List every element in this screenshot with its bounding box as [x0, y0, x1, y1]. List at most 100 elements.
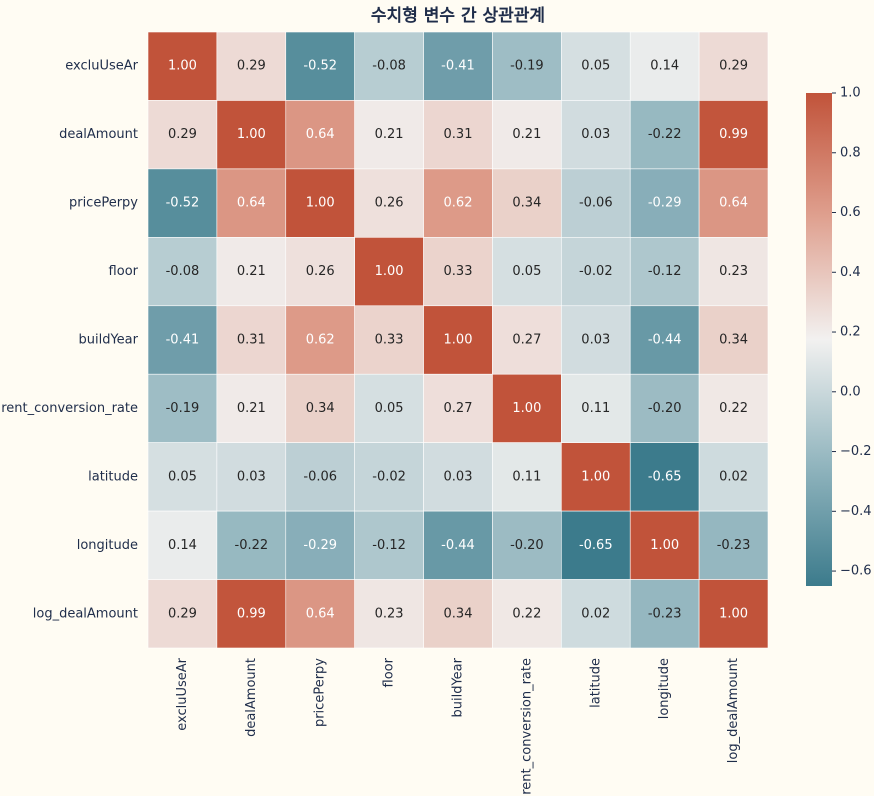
- x-tick-label: dealAmount: [244, 658, 259, 737]
- cell-label: 0.26: [375, 196, 404, 211]
- heatmap-cell: [423, 305, 493, 375]
- heatmap-cell: [147, 31, 218, 101]
- cell-label: 0.64: [306, 127, 335, 142]
- chart-title: 수치형 변수 간 상관관계: [371, 5, 545, 26]
- cell-label: 1.00: [581, 469, 610, 484]
- cell-label: 0.21: [512, 127, 541, 142]
- y-tick-label: dealAmount: [59, 127, 138, 142]
- heatmap-cell: [285, 100, 355, 170]
- heatmap-cell: [698, 442, 769, 512]
- cell-label: 0.34: [512, 196, 541, 211]
- cell-label: -0.41: [441, 59, 475, 74]
- x-tick-label: floor: [382, 657, 397, 687]
- cell-label: -0.20: [510, 538, 544, 553]
- cell-label: 0.62: [444, 196, 473, 211]
- heatmap-cell: [216, 373, 287, 443]
- y-tick-label: excluUseAr: [65, 59, 138, 74]
- cell-label: 0.21: [237, 264, 266, 279]
- heatmap-cell: [698, 31, 769, 101]
- y-tick-label: floor: [109, 264, 139, 279]
- cell-label: 0.14: [168, 538, 197, 553]
- cell-label: 0.03: [444, 469, 473, 484]
- y-tick-label: longitude: [77, 538, 138, 553]
- cell-label: 0.31: [444, 127, 473, 142]
- cell-label: 0.05: [168, 469, 197, 484]
- heatmap-cell: [354, 442, 424, 512]
- heatmap-cell: [561, 237, 631, 307]
- heatmap-cell: [423, 510, 493, 580]
- cell-label: 1.00: [375, 264, 404, 279]
- heatmap-cell: [492, 237, 562, 307]
- cell-label: 0.29: [719, 59, 748, 74]
- heatmap-cell: [354, 31, 424, 101]
- cell-label: 0.29: [237, 59, 266, 74]
- cell-label: 0.26: [306, 264, 335, 279]
- heatmap-cell: [561, 31, 631, 101]
- heatmap-cell: [285, 305, 355, 375]
- cell-label: 0.64: [719, 196, 748, 211]
- cell-label: 0.02: [581, 606, 610, 621]
- cell-label: 0.99: [237, 606, 266, 621]
- heatmap-cell: [216, 31, 287, 101]
- heatmap-cell: [354, 237, 424, 307]
- heatmap-cell: [285, 237, 355, 307]
- cell-label: 0.64: [237, 196, 266, 211]
- colorbar-tick-label: 1.0: [840, 86, 861, 101]
- cell-label: 0.14: [650, 59, 679, 74]
- heatmap-cell: [216, 305, 287, 375]
- heatmap-cell: [492, 579, 562, 649]
- cell-label: -0.23: [648, 606, 682, 621]
- x-tick-label: latitude: [588, 658, 603, 708]
- cell-label: 0.31: [237, 333, 266, 348]
- heatmap-cell: [629, 168, 700, 238]
- cell-label: -0.23: [717, 538, 751, 553]
- colorbar-tick-label: −0.2: [840, 444, 872, 459]
- cell-label: -0.19: [166, 401, 200, 416]
- cell-label: 0.34: [444, 606, 473, 621]
- heatmap-cell: [423, 442, 493, 512]
- cell-label: -0.08: [166, 264, 200, 279]
- heatmap-cell: [629, 305, 700, 375]
- cell-label: 0.05: [512, 264, 541, 279]
- colorbar-tick-label: −0.4: [840, 504, 872, 519]
- heatmap-cell: [354, 168, 424, 238]
- cell-label: -0.65: [648, 469, 682, 484]
- heatmap-cell: [354, 373, 424, 443]
- heatmap-cell: [216, 442, 287, 512]
- x-tick-label: longitude: [657, 658, 672, 719]
- cell-label: 1.00: [512, 401, 541, 416]
- colorbar: [806, 93, 832, 586]
- cell-label: 0.11: [581, 401, 610, 416]
- heatmap-cell: [698, 168, 769, 238]
- cell-label: -0.22: [235, 538, 269, 553]
- cell-label: 0.21: [237, 401, 266, 416]
- cell-label: 0.03: [581, 127, 610, 142]
- cell-label: 0.33: [375, 333, 404, 348]
- heatmap-cell: [561, 510, 631, 580]
- heatmap-cell: [629, 237, 700, 307]
- cell-label: -0.52: [166, 196, 200, 211]
- cell-label: 0.21: [375, 127, 404, 142]
- heatmap-cell: [147, 579, 218, 649]
- cell-label: -0.06: [303, 469, 337, 484]
- heatmap-cell: [492, 168, 562, 238]
- cell-label: 0.29: [168, 127, 197, 142]
- cell-label: 0.62: [306, 333, 335, 348]
- cell-label: -0.12: [372, 538, 406, 553]
- x-tick-label: log_dealAmount: [726, 658, 741, 763]
- cell-label: -0.08: [372, 59, 406, 74]
- x-tick-label: buildYear: [451, 657, 466, 717]
- heatmap-cell: [423, 100, 493, 170]
- cell-label: 0.03: [237, 469, 266, 484]
- cell-label: 0.03: [581, 333, 610, 348]
- heatmap-cell: [492, 442, 562, 512]
- x-tick-label: pricePerpy: [313, 658, 328, 727]
- y-tick-label: latitude: [88, 469, 138, 484]
- cell-label: 0.33: [444, 264, 473, 279]
- heatmap-cell: [216, 579, 287, 649]
- heatmap-cell: [423, 579, 493, 649]
- cell-label: -0.06: [579, 196, 613, 211]
- heatmap-cell: [629, 442, 700, 512]
- heatmap-cell: [561, 305, 631, 375]
- cell-label: 0.22: [719, 401, 748, 416]
